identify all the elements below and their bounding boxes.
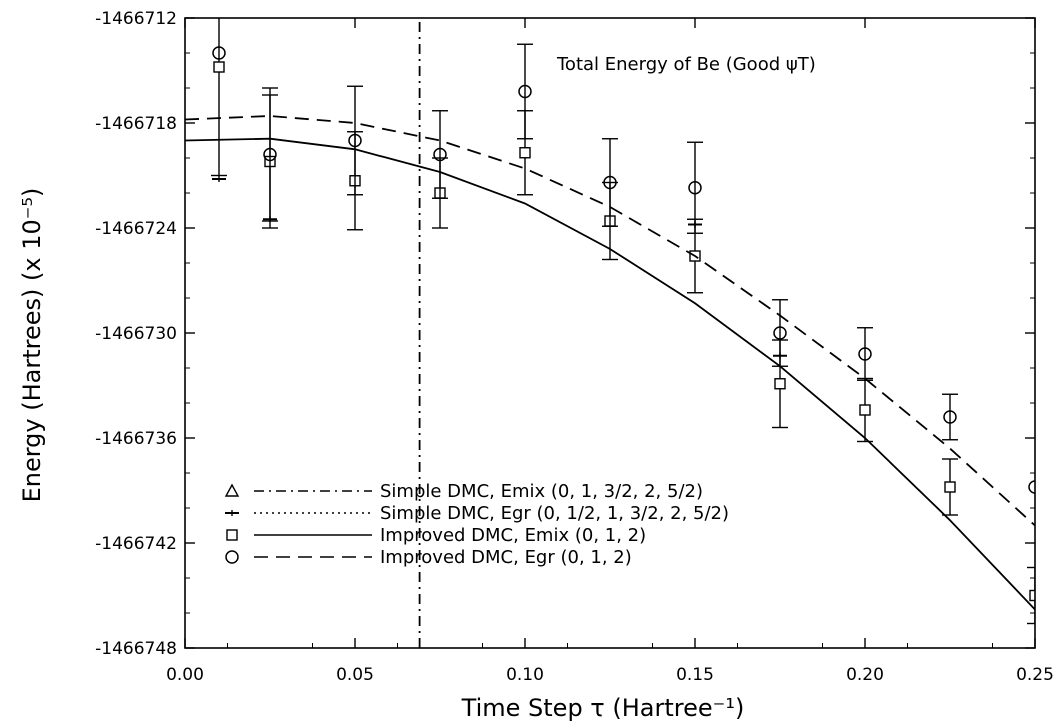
circle-marker bbox=[263, 147, 277, 162]
legend: Simple DMC, Emix (0, 1, 3/2, 2, 5/2)Simp… bbox=[224, 481, 729, 568]
y-axis-label: Energy (Hartrees) (x 10⁻⁵) bbox=[18, 188, 46, 503]
square-marker bbox=[859, 404, 871, 416]
plot-area bbox=[185, 18, 1035, 648]
legend-label: Improved DMC, Egr (0, 1, 2) bbox=[380, 547, 632, 568]
circle-marker bbox=[603, 175, 617, 190]
circle-marker bbox=[518, 84, 532, 99]
x-axis-label: Time Step τ (Hartree⁻¹) bbox=[461, 694, 745, 722]
circle-marker bbox=[433, 147, 447, 162]
legend-label: Improved DMC, Emix (0, 1, 2) bbox=[380, 525, 646, 546]
y-tick-label: -1466718 bbox=[95, 114, 177, 134]
y-tick-label: -1466748 bbox=[95, 639, 177, 659]
legend-label: Simple DMC, Emix (0, 1, 3/2, 2, 5/2) bbox=[380, 481, 703, 502]
circle-marker bbox=[773, 326, 787, 340]
x-tick-label: 0.10 bbox=[506, 665, 544, 685]
circle-marker bbox=[212, 46, 226, 60]
x-tick-label: 0.20 bbox=[846, 665, 884, 685]
square-marker bbox=[774, 378, 786, 390]
y-tick-label: -1466724 bbox=[95, 219, 177, 239]
circle-marker bbox=[858, 347, 872, 361]
square-marker bbox=[226, 529, 238, 541]
circle-marker bbox=[688, 181, 702, 195]
legend-label: Simple DMC, Egr (0, 1/2, 1, 3/2, 2, 5/2) bbox=[380, 503, 729, 524]
square-marker bbox=[944, 481, 956, 493]
series-line bbox=[185, 115, 1035, 527]
y-tick-label: -1466736 bbox=[95, 429, 177, 449]
triangle-marker bbox=[224, 483, 240, 497]
axis-ticks: 0.00 0.05 0.10 0.15 0.20 0.25 -1466748 -1466742… bbox=[95, 9, 1054, 685]
chart-annotation: Total Energy of Be (Good ψT) bbox=[556, 54, 816, 75]
x-tick-label: 0.05 bbox=[336, 665, 374, 685]
plot-marks bbox=[185, 18, 1035, 648]
y-tick-label: -1466712 bbox=[95, 9, 177, 29]
square-marker bbox=[213, 61, 225, 73]
x-tick-label: 0.15 bbox=[676, 665, 714, 685]
series-line bbox=[185, 137, 1035, 611]
y-tick-label: -1466742 bbox=[95, 534, 177, 554]
x-tick-label: 0.00 bbox=[166, 665, 204, 685]
circle-marker bbox=[225, 550, 239, 564]
square-marker bbox=[519, 147, 531, 159]
y-tick-label: -1466730 bbox=[95, 324, 177, 344]
x-tick-label: 0.25 bbox=[1016, 665, 1054, 685]
circle-marker bbox=[1028, 480, 1035, 494]
circle-marker bbox=[348, 133, 362, 148]
square-marker bbox=[1029, 589, 1035, 602]
circle-marker bbox=[943, 410, 957, 424]
